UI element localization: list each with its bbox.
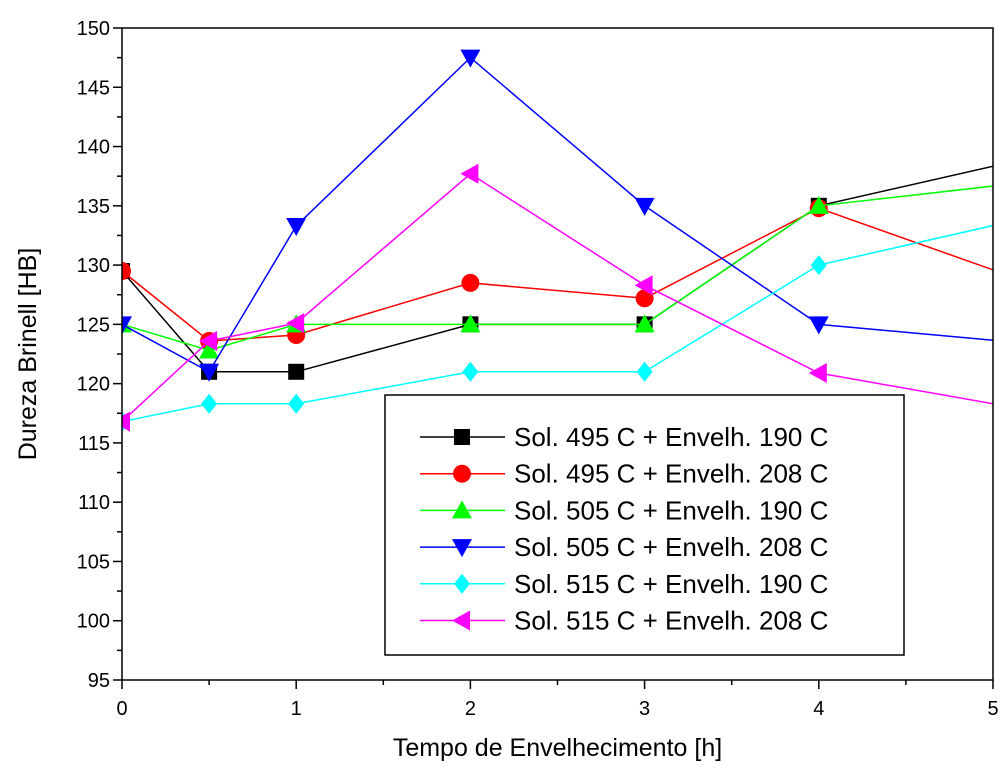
- legend-label: Sol. 515 C + Envelh. 208 C: [514, 606, 828, 636]
- data-point: [201, 393, 218, 414]
- legend-item: Sol. 495 C + Envelh. 208 C: [420, 459, 828, 489]
- legend-marker: [452, 539, 472, 558]
- series-line: [122, 224, 993, 423]
- y-tick-label: 100: [77, 611, 110, 633]
- legend-label: Sol. 515 C + Envelh. 190 C: [514, 569, 828, 599]
- y-tick-label: 150: [77, 18, 110, 40]
- x-tick-label: 3: [639, 698, 650, 720]
- series-5: [122, 224, 993, 432]
- y-tick-label: 135: [77, 196, 110, 218]
- data-point: [122, 262, 131, 281]
- y-tick-label: 120: [77, 374, 110, 396]
- x-tick-label: 4: [813, 698, 824, 720]
- series-3: [122, 185, 993, 359]
- data-point: [122, 316, 132, 335]
- series-line: [122, 185, 993, 352]
- legend-marker: [454, 429, 470, 445]
- x-tick-label: 1: [291, 698, 302, 720]
- data-point: [460, 163, 479, 184]
- x-tick-label: 0: [116, 698, 127, 720]
- y-tick-label: 140: [77, 137, 110, 159]
- data-point: [288, 363, 305, 380]
- data-point: [634, 275, 653, 296]
- data-point: [199, 330, 218, 351]
- series-4: [122, 49, 993, 382]
- legend-marker: [454, 573, 470, 594]
- series-6: [122, 163, 993, 432]
- y-axis-title: Dureza Brinell [HB]: [14, 248, 42, 461]
- x-tick-label: 2: [465, 698, 476, 720]
- y-tick-label: 130: [77, 255, 110, 277]
- series-line: [122, 207, 993, 342]
- legend: Sol. 495 C + Envelh. 190 C Sol. 495 C + E…: [384, 394, 905, 656]
- y-tick-label: 125: [77, 314, 110, 336]
- series-2: [122, 199, 993, 350]
- legend-label: Sol. 495 C + Envelh. 190 C: [514, 422, 828, 452]
- axes-layer: 95 100 105 110 115 120 125 130 135 140 145 150 0 1 2 3 4…: [77, 18, 999, 720]
- data-point: [810, 255, 827, 276]
- y-tick-label: 110: [78, 492, 110, 514]
- legend-item: Sol. 515 C + Envelh. 190 C: [420, 569, 828, 599]
- legend-label: Sol. 495 C + Envelh. 208 C: [514, 459, 828, 489]
- data-point: [199, 340, 220, 359]
- data-point: [460, 314, 481, 333]
- data-point: [286, 313, 305, 334]
- data-point: [288, 393, 305, 414]
- data-point: [808, 362, 827, 383]
- data-point: [286, 217, 307, 236]
- data-point: [460, 49, 481, 68]
- data-point: [461, 273, 480, 292]
- x-axis-title: Tempo de Envelhecimento [h]: [393, 734, 722, 762]
- legend-item: Sol. 505 C + Envelh. 190 C: [420, 495, 828, 525]
- y-tick-label: 145: [77, 77, 110, 99]
- y-tick-label: 95: [88, 670, 110, 692]
- data-point: [199, 363, 220, 382]
- legend-label: Sol. 505 C + Envelh. 190 C: [514, 495, 828, 525]
- legend-marker: [452, 500, 472, 519]
- y-tick-label: 105: [77, 551, 110, 573]
- data-point: [808, 195, 829, 214]
- legend-label: Sol. 505 C + Envelh. 208 C: [514, 532, 828, 562]
- data-point: [808, 316, 829, 335]
- data-point: [634, 314, 655, 333]
- data-point: [636, 361, 653, 382]
- series-layer: [122, 49, 993, 432]
- x-tick-label: 5: [987, 698, 998, 720]
- data-point: [634, 197, 655, 216]
- data-point: [635, 289, 654, 308]
- legend-marker: [452, 610, 470, 631]
- legend-marker: [453, 464, 471, 483]
- series-1: [122, 165, 993, 380]
- data-point: [122, 411, 130, 432]
- legend-box: [384, 394, 905, 656]
- data-point: [462, 361, 479, 382]
- y-tick-label: 115: [78, 433, 110, 455]
- legend-item: Sol. 495 C + Envelh. 190 C: [420, 422, 828, 452]
- legend-item: Sol. 515 C + Envelh. 208 C: [420, 606, 828, 636]
- legend-item: Sol. 505 C + Envelh. 208 C: [420, 532, 828, 562]
